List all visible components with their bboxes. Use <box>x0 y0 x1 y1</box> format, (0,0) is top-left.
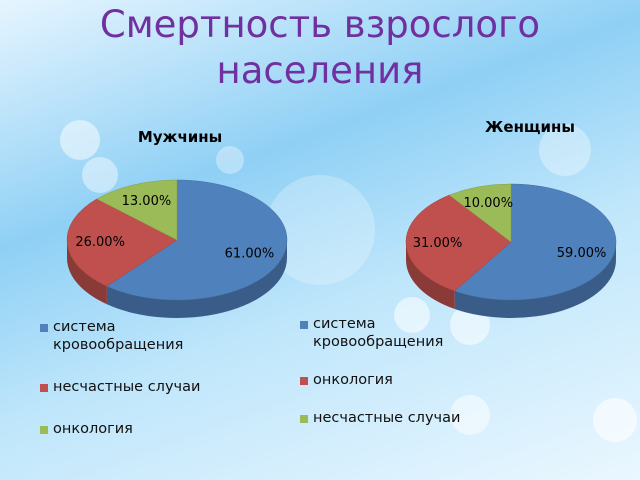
slice-side <box>406 242 455 309</box>
data-label: 61.00% <box>225 247 275 262</box>
slice <box>106 179 288 301</box>
data-label: 10.00% <box>463 196 513 211</box>
legend-label: несчастные случаи <box>313 410 461 426</box>
slice <box>96 179 178 241</box>
slice <box>454 183 617 301</box>
legend-item: онкология <box>40 420 205 438</box>
slice <box>66 198 178 287</box>
legend-item: система кровообращения <box>40 318 205 354</box>
slice <box>448 183 512 243</box>
data-label: 31.00% <box>413 236 463 251</box>
legend-item: несчастные случаи <box>40 378 205 396</box>
slice-side <box>67 240 107 305</box>
slice <box>405 194 512 292</box>
data-label: 59.00% <box>557 246 607 261</box>
legend: система кровообращения онкология несчастны… <box>300 315 465 447</box>
legend-label: система кровообращения <box>53 319 184 353</box>
legend-swatch <box>40 426 48 434</box>
legend-swatch <box>40 384 48 392</box>
legend-swatch <box>300 321 308 329</box>
legend-label: онкология <box>53 421 133 437</box>
legend-swatch <box>300 377 308 385</box>
legend-item: несчастные случаи <box>300 409 465 427</box>
legend-item: система кровообращения <box>300 315 465 351</box>
legend: система кровообращения несчастные случаи о… <box>40 318 205 462</box>
legend-label: онкология <box>313 372 393 388</box>
legend-label: система кровообращения <box>313 316 444 350</box>
data-label: 13.00% <box>122 194 172 209</box>
chart-title: Мужчины <box>138 128 222 146</box>
legend-item: онкология <box>300 371 465 389</box>
legend-label: несчастные случаи <box>53 379 201 395</box>
slide-title: Смертность взрослого населения <box>99 3 541 92</box>
legend-swatch <box>40 324 48 332</box>
slice-side <box>454 242 616 318</box>
legend-swatch <box>300 415 308 423</box>
chart-title: Женщины <box>485 118 575 136</box>
data-label: 26.00% <box>75 235 125 250</box>
